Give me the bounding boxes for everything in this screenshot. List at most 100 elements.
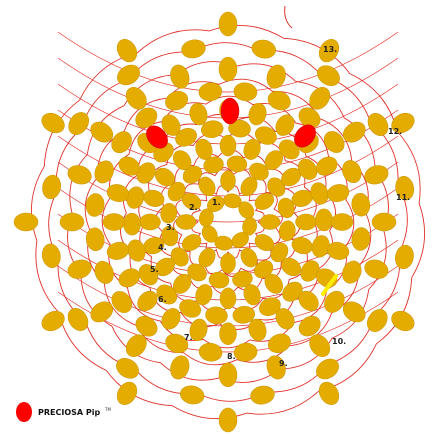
pip-bead — [266, 64, 286, 89]
pip-bead — [232, 305, 255, 324]
pip-bead — [315, 208, 333, 232]
pip-bead — [219, 134, 237, 157]
pip-bead — [165, 333, 189, 354]
pip-bead — [251, 39, 276, 59]
pip-bead — [342, 260, 362, 284]
round-label-13: 13. — [323, 45, 337, 54]
pip-bead — [111, 291, 133, 313]
pip-bead — [330, 213, 354, 231]
pip-bead — [266, 355, 286, 380]
pip-bead — [195, 138, 213, 160]
pip-bead — [102, 213, 126, 231]
pip-bead — [219, 287, 237, 310]
pip-bead — [220, 252, 236, 274]
pip-bead — [135, 107, 158, 129]
pip-bead — [248, 102, 267, 126]
pip-bead — [167, 181, 186, 202]
round-label-9: 9. — [279, 359, 288, 368]
pip-bead — [318, 381, 340, 405]
pip-bead — [270, 242, 289, 263]
round-label-2: 2. — [189, 203, 198, 212]
pip-bead — [116, 381, 138, 405]
pip-bead — [275, 308, 295, 330]
thread-weave — [57, 161, 399, 223]
highlight-mark — [321, 274, 338, 296]
round-label-8: 8. — [227, 352, 236, 361]
pip-bead — [205, 306, 228, 325]
pip-bead — [228, 119, 251, 138]
pip-bead — [208, 271, 230, 289]
pip-bead — [278, 220, 296, 242]
pip-bead — [218, 362, 238, 388]
round-label-10: 10. — [332, 337, 346, 346]
pip-bead — [309, 86, 331, 110]
pip-bead — [181, 234, 202, 252]
pip-bead — [173, 150, 192, 171]
pip-bead — [116, 358, 139, 379]
pip-bead — [85, 227, 105, 252]
pip-bead — [67, 259, 92, 279]
pip-bead — [317, 65, 340, 86]
pip-bead — [41, 243, 61, 268]
pip-bead — [118, 156, 140, 176]
pip-bead — [249, 162, 269, 181]
pip-bead — [250, 385, 275, 405]
pip-bead — [198, 176, 216, 197]
pip-bead — [232, 270, 253, 288]
pip-bead — [264, 273, 283, 294]
pip-bead — [259, 297, 281, 316]
pip-bead — [233, 342, 258, 362]
pip-bead — [218, 407, 238, 433]
pip-bead — [264, 150, 283, 171]
round-label-11: 11. — [396, 193, 410, 202]
pip-bead — [189, 318, 208, 342]
pip-bead — [94, 160, 114, 184]
pip-bead — [342, 160, 362, 184]
pip-bead — [181, 39, 206, 59]
pip-bead — [161, 225, 179, 247]
pip-bead — [160, 202, 178, 224]
pip-bead — [351, 192, 371, 217]
pip-bead — [248, 318, 267, 342]
pip-bead — [13, 212, 39, 232]
pip-bead — [226, 155, 248, 173]
pip-bead — [243, 284, 261, 306]
pip-bead — [316, 358, 339, 380]
pip-bead — [85, 193, 105, 217]
pip-bead — [364, 165, 389, 185]
pip-bead — [41, 112, 65, 134]
pip-bead — [218, 56, 238, 82]
round-label-3: 3. — [166, 223, 175, 232]
pip-bead — [175, 128, 197, 147]
legend: PRECIOSA Pip TM — [16, 402, 111, 422]
pip-bead-accent — [220, 97, 240, 125]
pip-bead — [180, 385, 205, 405]
pip-bead — [259, 214, 281, 230]
pip-bead — [137, 290, 158, 312]
pip-bead — [254, 126, 277, 145]
pip-bead — [127, 239, 146, 262]
pip-bead — [123, 212, 141, 236]
pip-bead — [67, 308, 89, 331]
pip-bead — [106, 184, 130, 203]
pip-bead — [198, 342, 223, 362]
pip-bead — [323, 131, 345, 153]
pip-bead — [367, 113, 389, 136]
round-labels: 1. 2. 3. 4. 5. 6. 7. 8. 9. 10. 11. 12. 13. — [150, 45, 410, 368]
pip-bead — [203, 156, 224, 174]
pip-bead — [207, 196, 225, 212]
pip-bead — [367, 309, 388, 332]
pip-bead — [254, 192, 275, 210]
pip-bead — [175, 214, 197, 230]
thread-weave — [57, 31, 399, 93]
pip-bead — [310, 182, 329, 205]
pip-bead — [395, 244, 414, 270]
pip-bead — [41, 310, 65, 332]
pip-bead — [342, 121, 366, 143]
pip-bead — [201, 120, 224, 139]
pip-bead — [277, 197, 295, 219]
pip-bead — [42, 174, 61, 200]
pip-bead — [165, 91, 189, 111]
